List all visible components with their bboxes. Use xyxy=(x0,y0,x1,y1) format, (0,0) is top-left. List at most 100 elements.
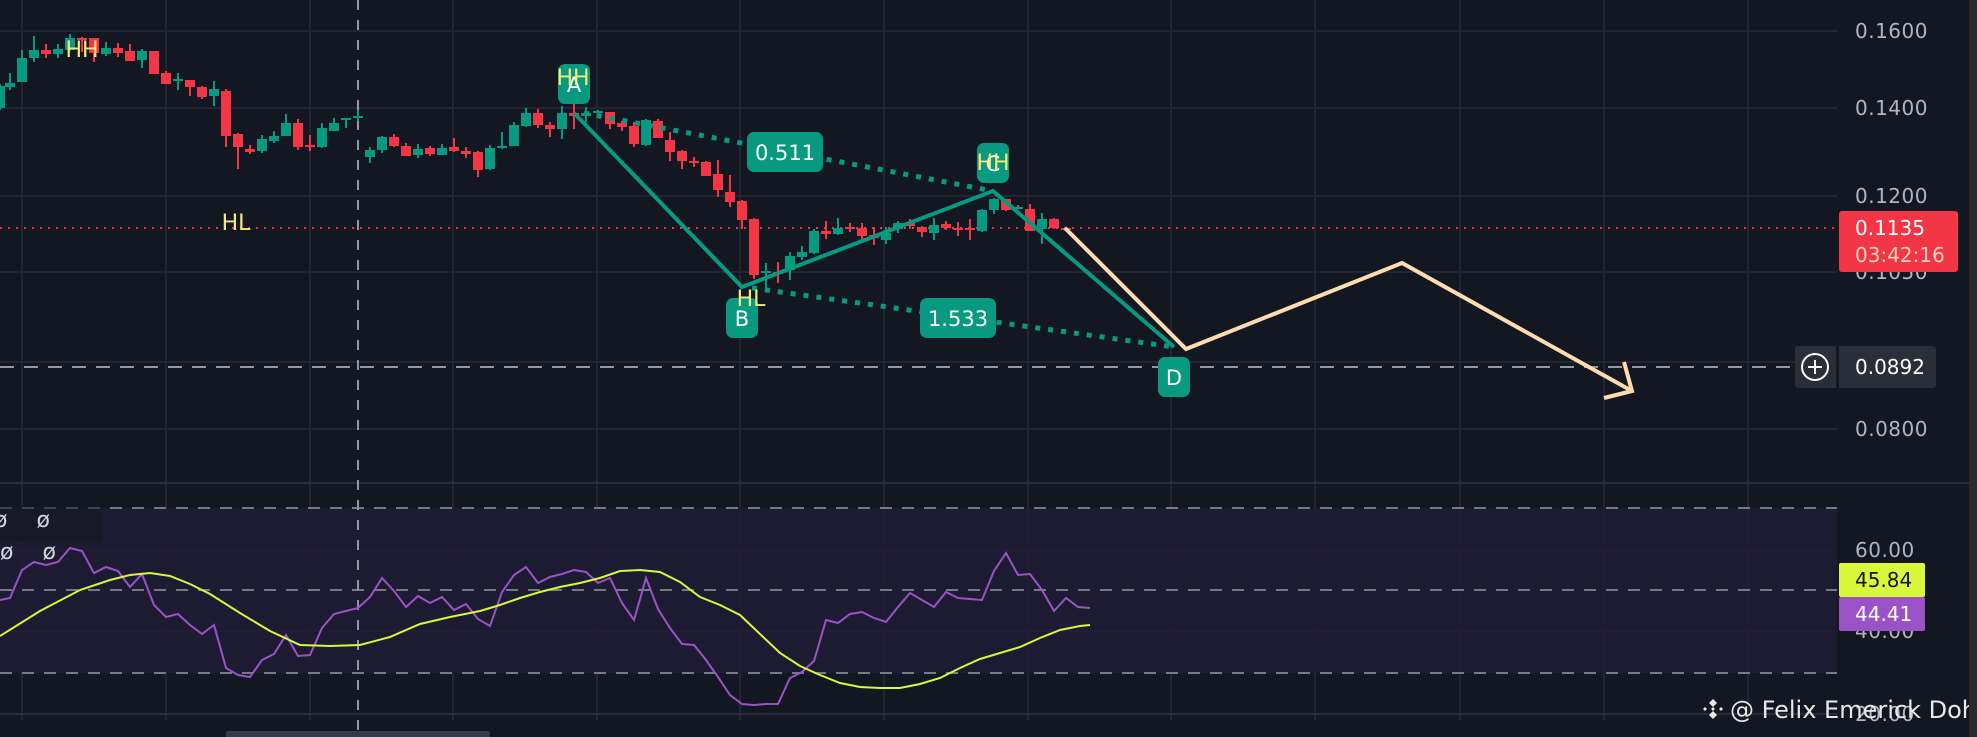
candle-body xyxy=(617,123,627,127)
candle-body xyxy=(125,51,135,61)
rsi-indicator xyxy=(0,546,1091,707)
candle-body xyxy=(401,146,411,156)
swing-labels: HH HL HH HL HH xyxy=(65,38,1009,312)
pattern-point-label: B xyxy=(735,307,749,331)
candle-body xyxy=(485,148,495,169)
candle-body xyxy=(353,116,363,118)
candle-body xyxy=(377,137,387,150)
candle-body xyxy=(281,123,291,136)
candle-body xyxy=(137,51,147,60)
pattern-legs xyxy=(572,111,1176,349)
swing-label: HH xyxy=(65,38,98,63)
candle-body xyxy=(509,125,519,146)
candle-body xyxy=(473,152,483,170)
candle-body xyxy=(533,113,543,125)
ratio-badge xyxy=(920,298,996,338)
ratio-badge xyxy=(747,132,823,172)
candle-body xyxy=(1013,207,1023,209)
candle-body xyxy=(737,201,747,220)
pattern-point-label: C xyxy=(986,152,1001,176)
candle-body xyxy=(557,113,567,129)
time-scrollbar[interactable] xyxy=(226,731,490,737)
candle-body xyxy=(977,210,987,231)
candle-body xyxy=(0,86,5,108)
candle-body xyxy=(233,134,243,147)
binance-logo-icon xyxy=(1703,699,1723,719)
candle-body xyxy=(221,91,231,136)
rsi-value-tag: 44.41 xyxy=(1839,597,1925,631)
swing-label: HL xyxy=(737,287,767,312)
candle-body xyxy=(113,48,123,53)
candle-body xyxy=(749,219,759,275)
candle-body xyxy=(725,192,735,202)
candle-body xyxy=(941,224,951,228)
candle-body xyxy=(641,120,651,145)
candle-body xyxy=(917,227,927,232)
current-price-tag: 0.1135 03:42:16 xyxy=(1839,211,1958,272)
pattern-point-c-badge xyxy=(977,143,1009,183)
rsi-legend[interactable]: ø ø ø ø xyxy=(0,505,102,565)
candle-body xyxy=(1037,219,1047,229)
candle-body xyxy=(761,271,771,273)
rsi-line xyxy=(0,546,1091,707)
candle-body xyxy=(593,111,603,113)
candle-body xyxy=(17,58,27,82)
pattern-point-a-badge xyxy=(558,64,590,104)
projection-line xyxy=(1063,226,1633,393)
swing-label: HH xyxy=(976,151,1009,176)
swing-label: HL xyxy=(222,211,252,236)
candle-body xyxy=(29,50,39,58)
candle-body xyxy=(329,123,339,131)
candle-body xyxy=(677,151,687,161)
pattern-point-label: A xyxy=(567,73,582,97)
candle-body xyxy=(833,228,843,234)
candle-body xyxy=(5,83,15,87)
candle-body xyxy=(173,79,183,81)
candle-body xyxy=(929,225,939,233)
candle-body xyxy=(857,228,867,236)
candle-body xyxy=(713,174,723,190)
candle-body xyxy=(449,147,459,151)
candle-body xyxy=(461,151,471,154)
candle-body xyxy=(89,38,99,53)
rsi-ma-line xyxy=(0,568,1091,689)
candle-body xyxy=(881,233,891,240)
candle-body xyxy=(653,121,663,138)
watermark: @ Felix Emerick Dohv xyxy=(1700,696,1977,724)
candle-body xyxy=(1025,209,1035,231)
candle-body xyxy=(65,38,75,50)
arrowhead-icon xyxy=(1603,361,1635,400)
candle-body xyxy=(269,136,279,141)
candle-body xyxy=(965,228,975,230)
watermark-text: @ Felix Emerick Dohv xyxy=(1730,696,1977,724)
window-edge xyxy=(1969,0,1977,737)
candle-body xyxy=(545,125,555,129)
candle-body xyxy=(53,49,63,54)
add-alert-button[interactable] xyxy=(1795,346,1836,388)
candle-body xyxy=(257,139,267,151)
candle-body xyxy=(413,149,423,155)
candle-body xyxy=(1049,219,1059,228)
pattern-point-label: D xyxy=(1166,366,1182,390)
ratio-line-bd xyxy=(751,285,1175,350)
swing-label: HH xyxy=(556,66,589,91)
candle-body xyxy=(245,149,255,152)
candle-body xyxy=(209,89,219,96)
candle-body xyxy=(989,199,999,210)
candle-body xyxy=(77,38,87,40)
ratio-value: 1.533 xyxy=(928,307,988,331)
candle-body xyxy=(305,145,315,147)
candle-body xyxy=(809,231,819,253)
candle-body xyxy=(293,123,303,147)
projection-path[interactable] xyxy=(1063,226,1635,400)
price-axis-tick: 0.0800 xyxy=(1855,417,1928,441)
pattern-point-b-badge xyxy=(726,298,758,338)
candle-body xyxy=(845,227,855,229)
candle-body xyxy=(185,80,195,87)
price-axis-tick: 0.1400 xyxy=(1855,96,1928,120)
candlesticks xyxy=(0,34,1071,290)
harmonic-pattern[interactable]: A B C D 0.511 1.533 xyxy=(558,64,1190,397)
pattern-point-d-badge xyxy=(1158,357,1190,397)
candle-body xyxy=(41,50,51,54)
